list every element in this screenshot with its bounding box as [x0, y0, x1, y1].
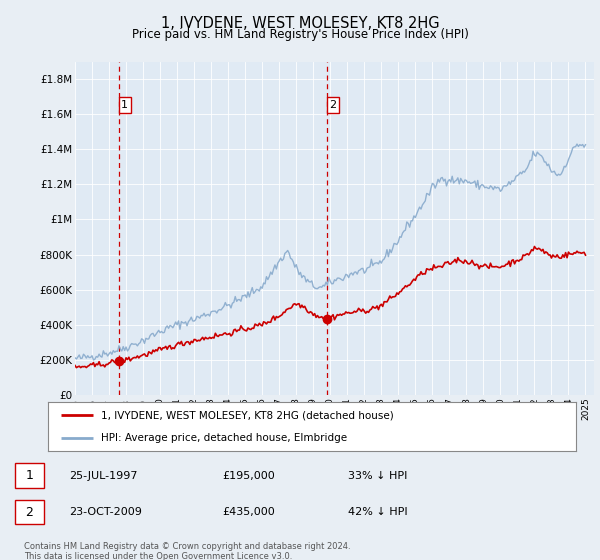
Text: 2: 2: [329, 100, 337, 110]
Text: 25-JUL-1997: 25-JUL-1997: [69, 470, 137, 480]
Text: Price paid vs. HM Land Registry's House Price Index (HPI): Price paid vs. HM Land Registry's House …: [131, 28, 469, 41]
FancyBboxPatch shape: [15, 463, 44, 488]
Text: 23-OCT-2009: 23-OCT-2009: [69, 507, 142, 517]
FancyBboxPatch shape: [15, 500, 44, 524]
Text: £435,000: £435,000: [222, 507, 275, 517]
Text: 33% ↓ HPI: 33% ↓ HPI: [348, 470, 407, 480]
Text: 2: 2: [25, 506, 34, 519]
Text: 1: 1: [25, 469, 34, 482]
Text: 1, IVYDENE, WEST MOLESEY, KT8 2HG (detached house): 1, IVYDENE, WEST MOLESEY, KT8 2HG (detac…: [101, 410, 394, 421]
Text: £195,000: £195,000: [222, 470, 275, 480]
Text: 1, IVYDENE, WEST MOLESEY, KT8 2HG: 1, IVYDENE, WEST MOLESEY, KT8 2HG: [161, 16, 439, 31]
Text: 42% ↓ HPI: 42% ↓ HPI: [348, 507, 407, 517]
Text: HPI: Average price, detached house, Elmbridge: HPI: Average price, detached house, Elmb…: [101, 433, 347, 444]
Text: 1: 1: [121, 100, 128, 110]
Text: Contains HM Land Registry data © Crown copyright and database right 2024.
This d: Contains HM Land Registry data © Crown c…: [24, 542, 350, 560]
